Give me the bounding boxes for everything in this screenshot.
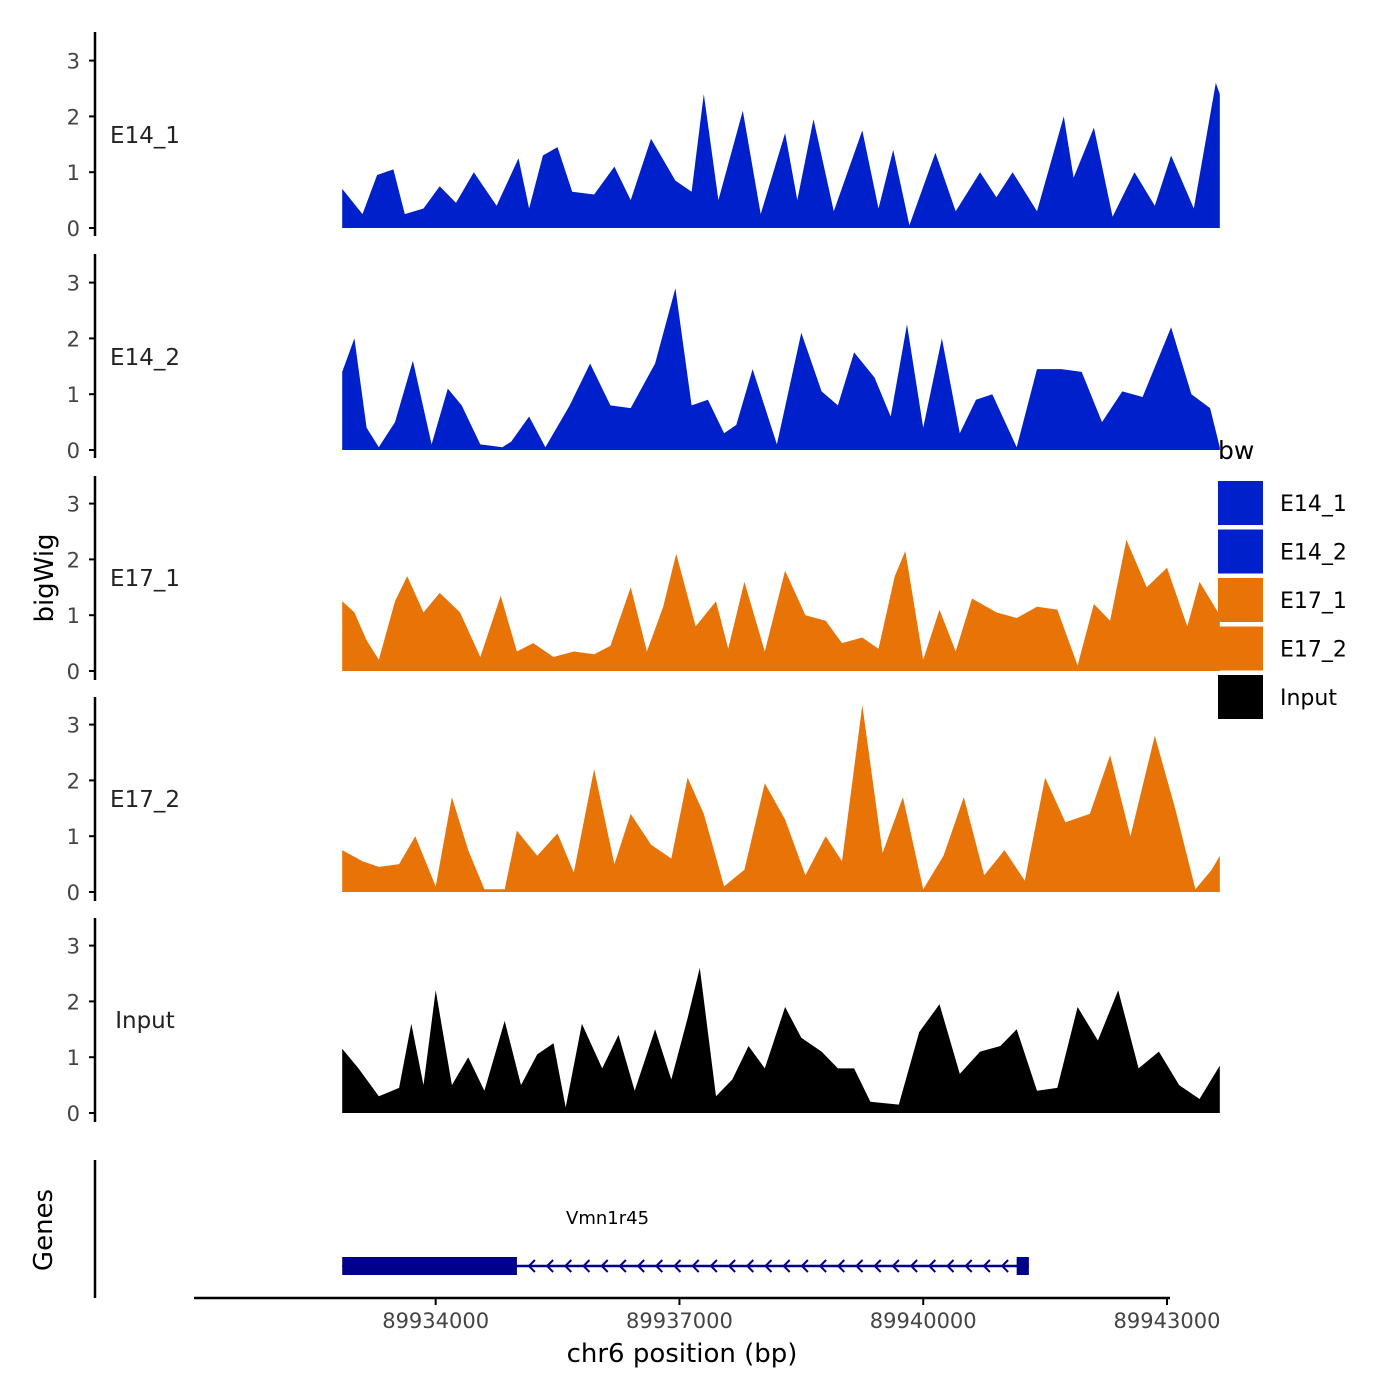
strand-arrow (1000, 1259, 1009, 1273)
strand-arrow (618, 1259, 627, 1273)
track-label: E14_2 (110, 345, 180, 371)
strand-arrow (782, 1259, 791, 1273)
legend-swatch-E14_1 (1218, 481, 1263, 525)
strand-arrow (927, 1259, 937, 1273)
y-tick-label: 0 (67, 660, 80, 684)
y-tick-label: 1 (67, 604, 80, 628)
strand-arrow (673, 1259, 682, 1273)
y-tick-label: 0 (67, 217, 80, 241)
coverage-area-E17_2 (342, 705, 1220, 892)
x-axis: 89934000 89937000 89940000 89943000 (194, 1296, 1221, 1333)
legend: bw E14_1 E14_2 E17_1 E17_2 Input (1218, 436, 1347, 719)
gene-exon (1016, 1257, 1029, 1275)
strand-arrow (745, 1259, 755, 1273)
y-axis-label: bigWig (30, 533, 60, 622)
x-axis-label: chr6 position (bp) (567, 1339, 798, 1369)
legend-swatch-E17_1 (1218, 578, 1263, 622)
y-tick-label: 3 (67, 50, 80, 74)
legend-swatch-E17_2 (1218, 626, 1263, 671)
strand-arrow (855, 1259, 864, 1273)
y-tick-label: 0 (67, 1102, 80, 1126)
x-tick-label: 89937000 (626, 1309, 733, 1333)
gene-exon (342, 1257, 517, 1275)
y-tick-label: 3 (67, 714, 80, 738)
y-tick-label: 0 (67, 881, 80, 905)
track-label: E17_1 (110, 566, 180, 592)
legend-swatch-E14_2 (1218, 529, 1263, 574)
track-E14_1: 0 1 2 3 E14_1 (67, 32, 1220, 241)
strand-arrow (691, 1259, 700, 1273)
track-label: E14_1 (110, 123, 180, 149)
strand-arrow (636, 1259, 645, 1273)
y-tick-label: 1 (67, 161, 80, 185)
y-tick-label: 0 (67, 439, 80, 463)
strand-arrow (800, 1259, 809, 1273)
y-tick-label: 2 (67, 769, 80, 793)
strand-arrow (818, 1259, 827, 1273)
track-E17_2: 0 1 2 3 E17_2 (67, 697, 1220, 905)
strand-arrow (527, 1259, 536, 1273)
legend-entry-label: E14_1 (1280, 492, 1347, 517)
coverage-area-Input (342, 967, 1220, 1113)
x-tick-label: 89943000 (1114, 1309, 1221, 1333)
coverage-tracks: 0 1 2 3 E14_1 0 1 2 3 E14_2 0 1 2 3 E17_1 0 1 2 3 E17_2 0 1 2 3… (67, 32, 1220, 1126)
coverage-area-E14_2 (342, 288, 1220, 450)
y-tick-label: 2 (67, 327, 80, 351)
y-tick-label: 1 (67, 825, 80, 849)
strand-arrow (563, 1259, 573, 1273)
y-tick-label: 3 (67, 272, 80, 296)
strand-arrow (964, 1259, 973, 1273)
y-tick-label: 3 (67, 935, 80, 959)
y-tick-label: 2 (67, 548, 80, 572)
gene-Vmn1r45: Vmn1r45 (342, 1208, 1029, 1275)
genes-track: Vmn1r45 (93, 1160, 1029, 1298)
legend-title: bw (1218, 436, 1254, 465)
strand-arrow (946, 1259, 955, 1273)
strand-arrow (654, 1259, 664, 1273)
strand-arrow (600, 1259, 609, 1273)
strand-arrow (582, 1259, 591, 1273)
y-tick-label: 2 (67, 105, 80, 129)
y-tick-label: 2 (67, 990, 80, 1014)
x-tick-label: 89934000 (382, 1309, 489, 1333)
coverage-area-E17_1 (342, 539, 1220, 671)
y-tick-label: 1 (67, 383, 80, 407)
gene-name-label: Vmn1r45 (566, 1208, 649, 1229)
strand-arrow (764, 1259, 773, 1273)
track-Input: 0 1 2 3 Input (67, 918, 1220, 1126)
y-tick-label: 3 (67, 493, 80, 517)
strand-arrow (727, 1259, 736, 1273)
strand-arrow (891, 1259, 900, 1273)
strand-arrow (873, 1259, 882, 1273)
coverage-area-E14_1 (342, 82, 1220, 229)
y-tick-label: 1 (67, 1046, 80, 1070)
strand-arrow (709, 1259, 718, 1273)
strand-arrow (982, 1259, 991, 1273)
legend-entry-label: E14_2 (1280, 541, 1347, 566)
legend-entry-label: E17_1 (1280, 589, 1347, 614)
legend-entry-label: Input (1280, 686, 1337, 711)
track-label: Input (115, 1008, 175, 1034)
x-tick-label: 89940000 (870, 1309, 977, 1333)
legend-entry-label: E17_2 (1280, 638, 1347, 663)
track-E17_1: 0 1 2 3 E17_1 (67, 476, 1220, 684)
strand-arrow (836, 1259, 846, 1273)
legend-swatch-Input (1218, 675, 1263, 719)
strand-arrow (909, 1259, 918, 1273)
track-E14_2: 0 1 2 3 E14_2 (67, 254, 1220, 463)
strand-arrow (545, 1259, 554, 1273)
track-label: E17_2 (110, 787, 180, 813)
genes-track-label: Genes (29, 1189, 59, 1271)
